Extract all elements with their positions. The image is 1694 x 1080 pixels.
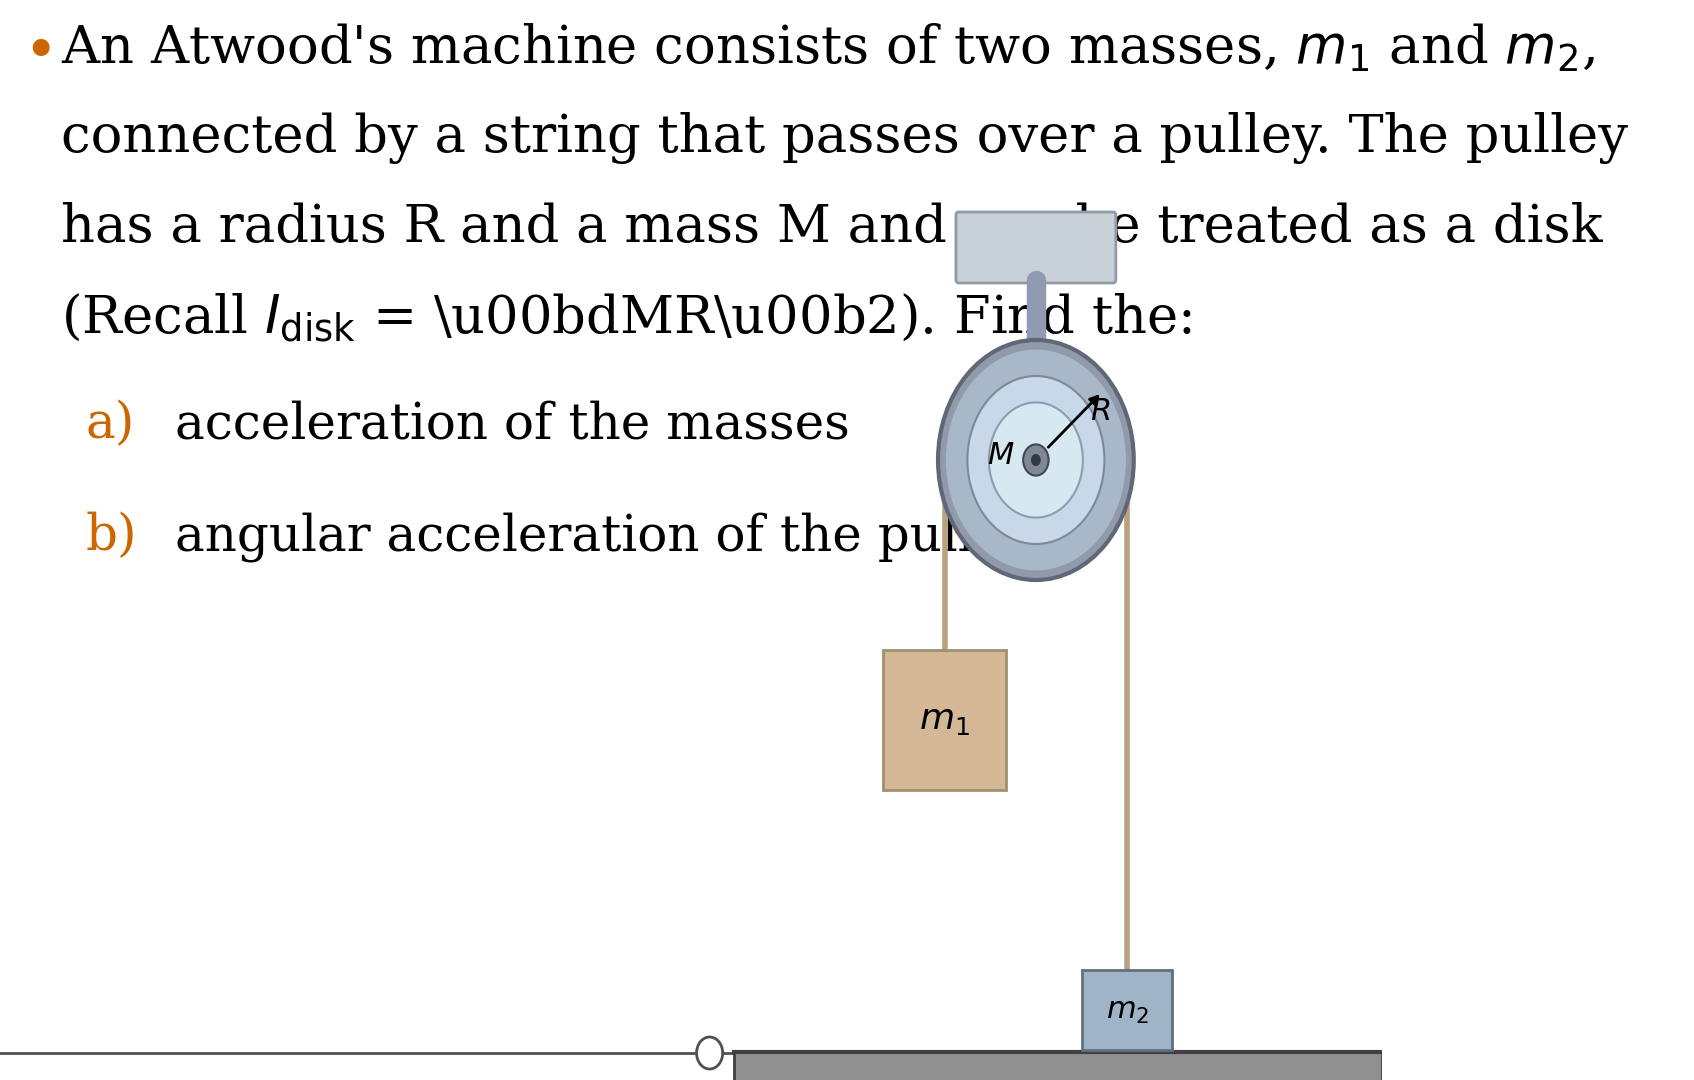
Text: $R$: $R$	[1089, 396, 1110, 428]
Text: •: •	[22, 25, 58, 81]
Bar	[883, 650, 1006, 789]
Circle shape	[1032, 454, 1040, 465]
Circle shape	[1023, 444, 1049, 475]
Text: An Atwood's machine consists of two masses, $m_1$ and $m_2$,: An Atwood's machine consists of two mass…	[61, 22, 1594, 75]
Text: $m_1$: $m_1$	[920, 703, 971, 737]
Text: has a radius R and a mass M and can be treated as a disk: has a radius R and a mass M and can be t…	[61, 202, 1603, 253]
Circle shape	[945, 350, 1127, 570]
FancyBboxPatch shape	[955, 212, 1116, 283]
Circle shape	[696, 1037, 723, 1069]
Circle shape	[989, 403, 1082, 517]
Text: acceleration of the masses: acceleration of the masses	[176, 400, 850, 449]
Text: connected by a string that passes over a pulley. The pulley: connected by a string that passes over a…	[61, 112, 1628, 164]
Bar	[734, 1052, 1382, 1080]
Text: b): b)	[86, 512, 137, 562]
Circle shape	[967, 376, 1104, 544]
Text: angular acceleration of the pulley.: angular acceleration of the pulley.	[176, 512, 1042, 562]
Bar	[1082, 970, 1172, 1050]
Circle shape	[938, 340, 1133, 580]
Text: a): a)	[86, 400, 136, 449]
Text: (Recall $I_\mathrm{disk}$ = \u00bdMR\u00b2). Find the:: (Recall $I_\mathrm{disk}$ = \u00bdMR\u00…	[61, 292, 1193, 345]
Text: $m_2$: $m_2$	[1106, 995, 1149, 1026]
Text: $M$: $M$	[988, 440, 1015, 471]
